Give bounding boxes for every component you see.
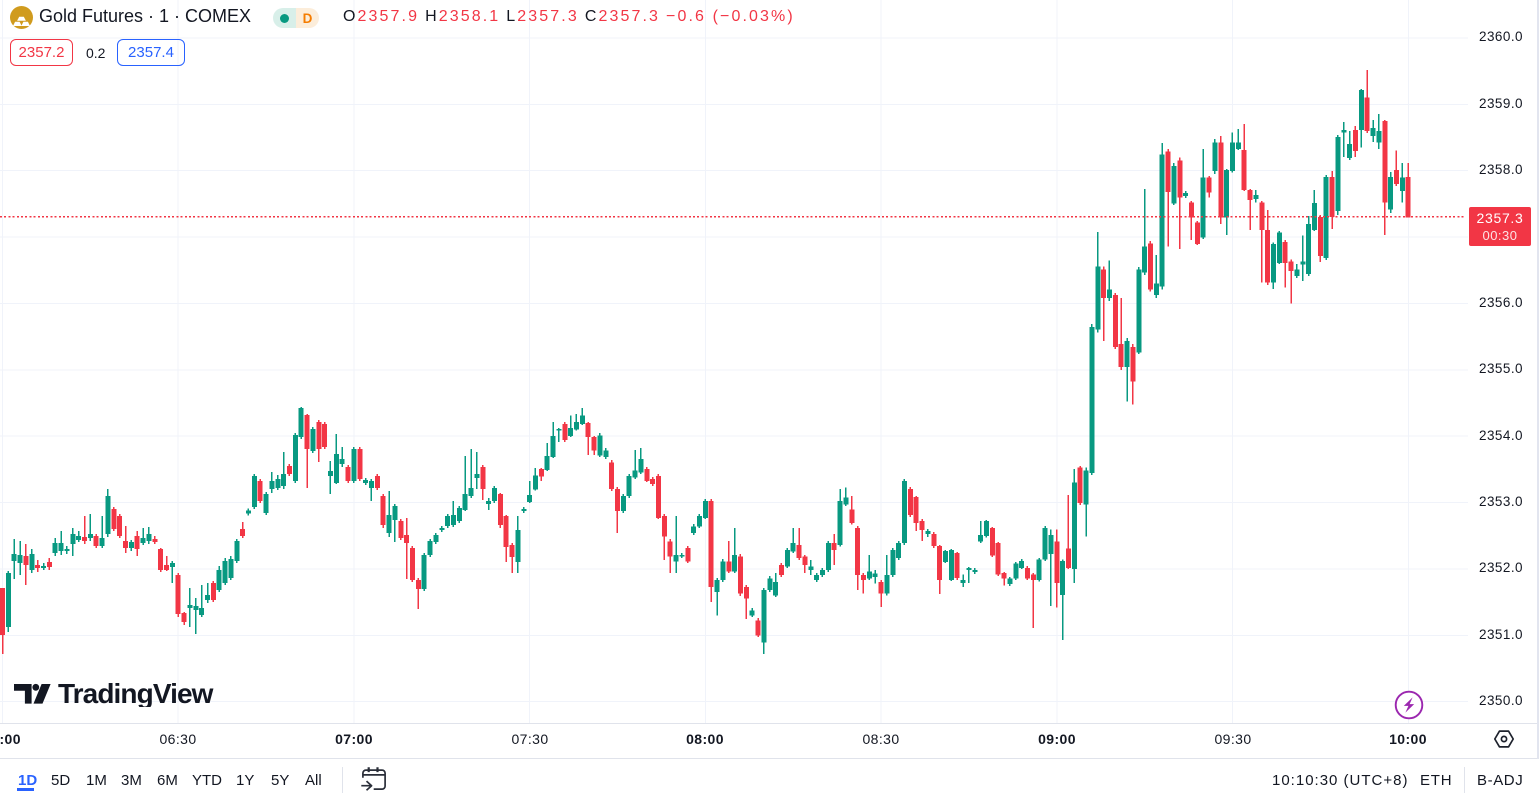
svg-text:TradingView: TradingView — [58, 681, 214, 707]
